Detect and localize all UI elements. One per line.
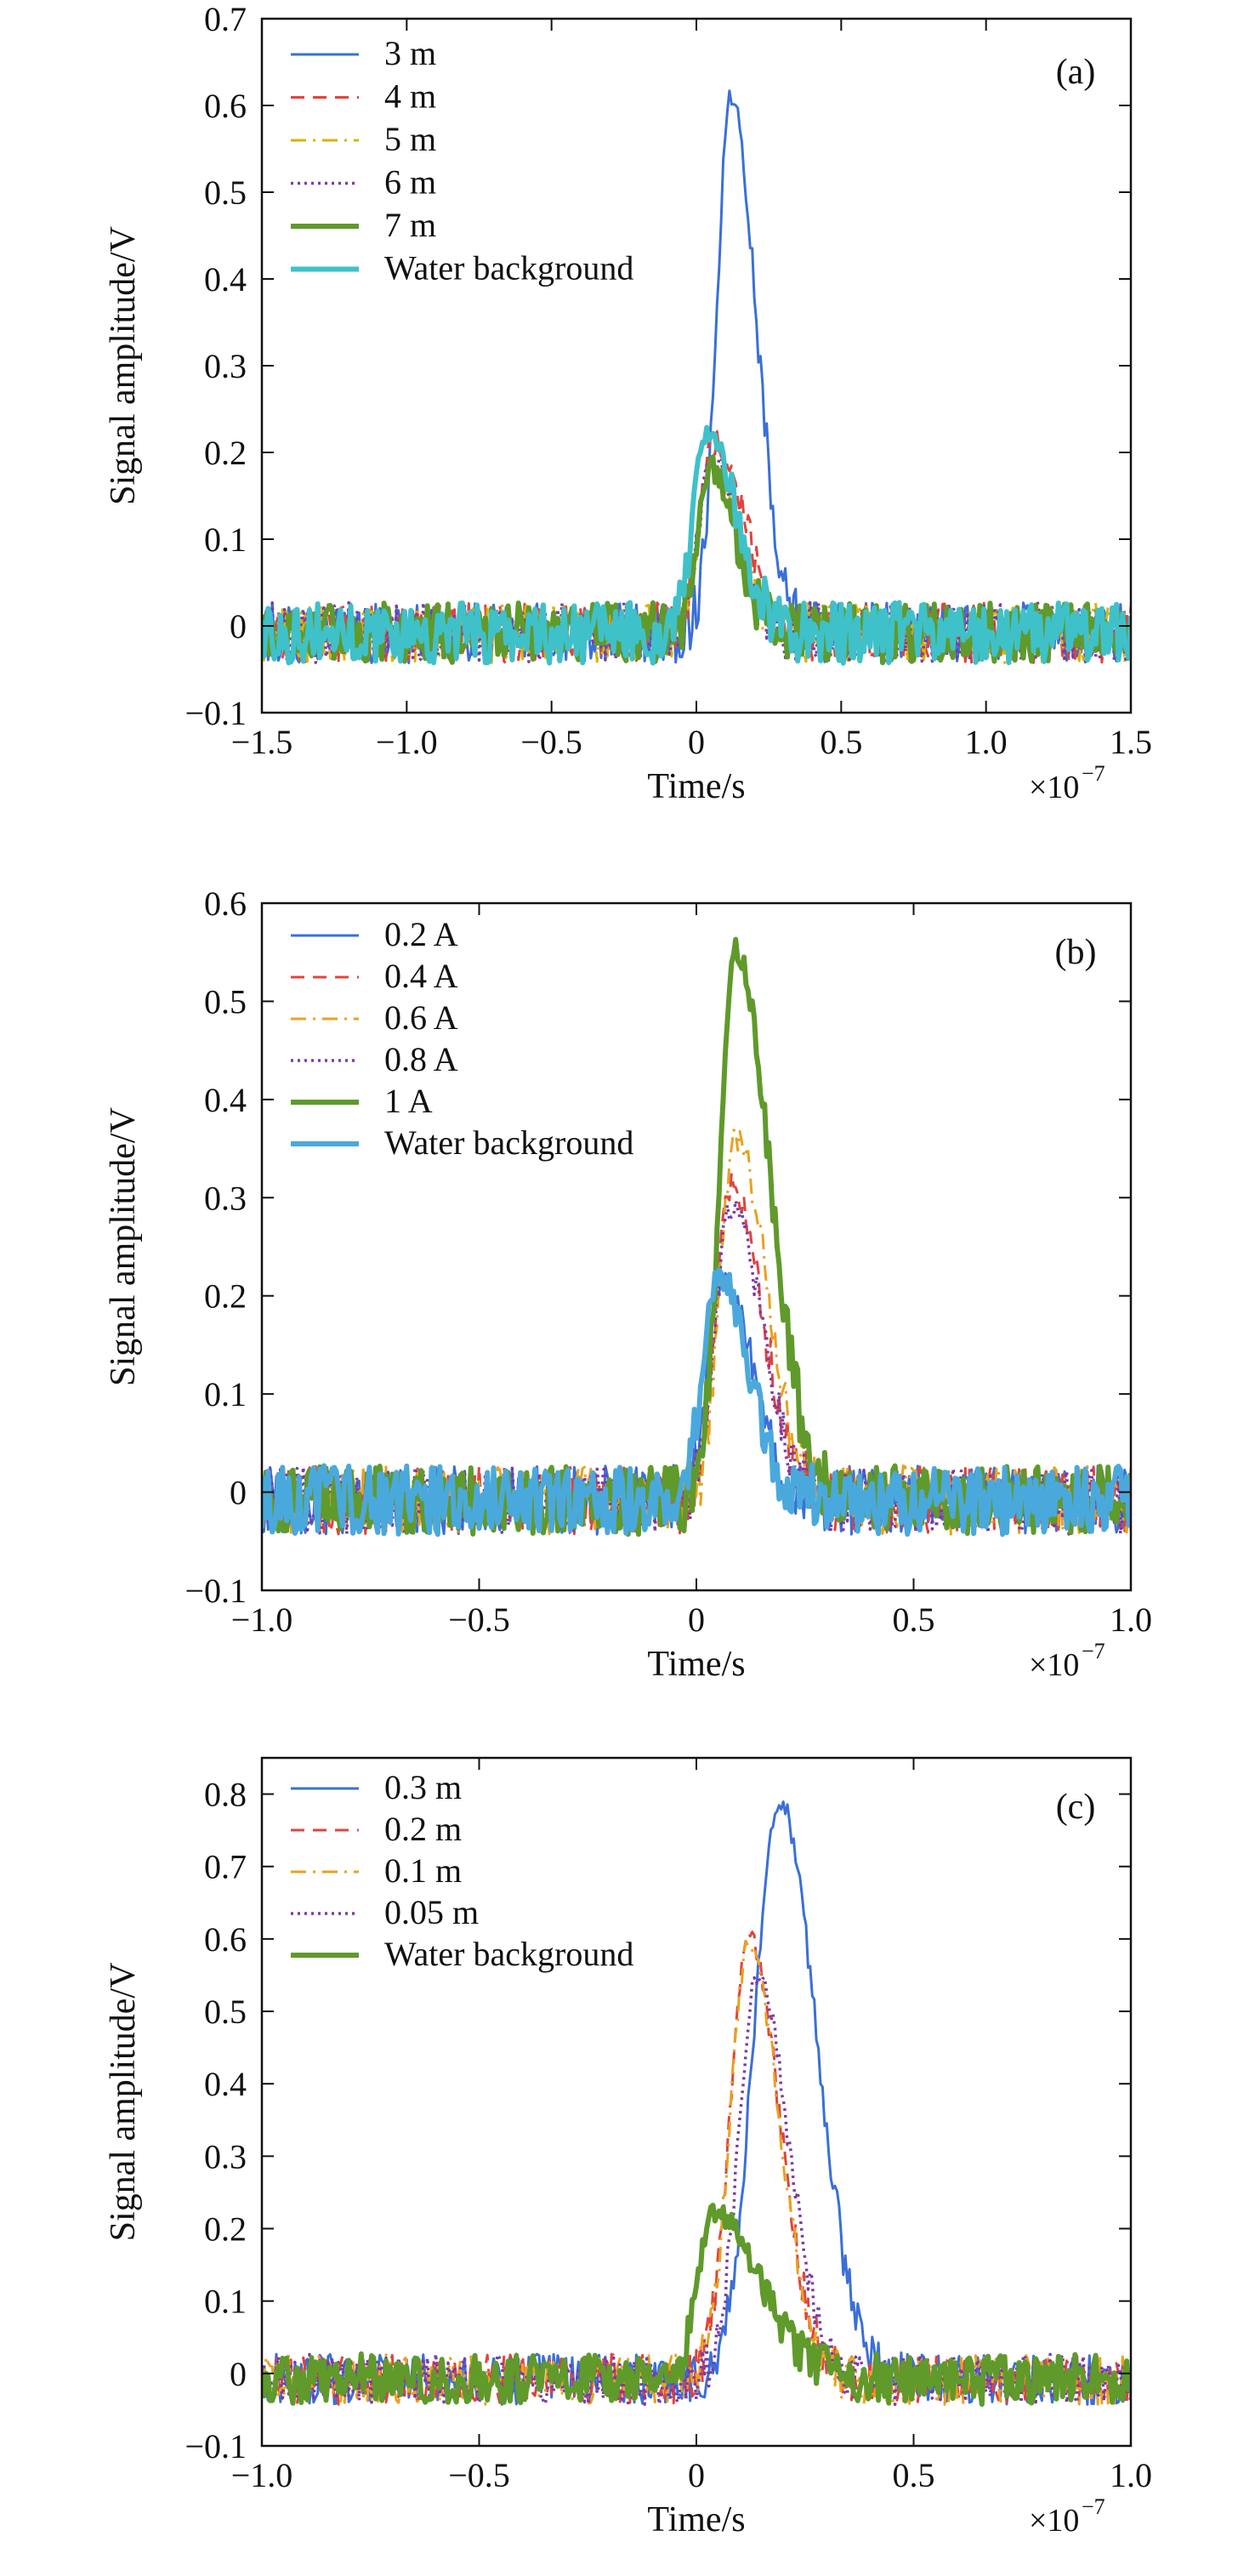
y-tick-label: 0.8 <box>204 1776 247 1814</box>
y-tick-label: 0.4 <box>204 260 247 299</box>
y-tick-label: −0.1 <box>185 1572 247 1610</box>
x-axis-multiplier: ×10 <box>1029 2503 1079 2539</box>
y-tick-label: 0.1 <box>204 520 247 559</box>
y-tick-label: 0 <box>230 1474 247 1512</box>
y-tick-label: 0.5 <box>204 1993 247 2031</box>
y-tick-label: −0.1 <box>185 694 247 732</box>
y-axis-label: Signal amplitude/V <box>104 226 143 505</box>
y-tick-label: 0.7 <box>204 0 247 38</box>
legend-label-1: 0.4 A <box>384 957 458 995</box>
legend-label-4: Water background <box>384 1935 633 1973</box>
y-tick-label: 0.4 <box>204 1081 247 1119</box>
y-tick-label: 0 <box>230 607 247 645</box>
legend-label-2: 0.1 m <box>384 1851 462 1890</box>
y-tick-label: 0.6 <box>204 87 247 125</box>
y-tick-label: −0.1 <box>185 2427 247 2465</box>
legend-label-0: 3 m <box>384 34 436 72</box>
x-tick-label: 0.5 <box>893 2456 935 2494</box>
panel-label: (c) <box>1056 1788 1096 1827</box>
x-tick-label: 1.5 <box>1110 723 1152 761</box>
y-tick-label: 0.3 <box>204 347 247 385</box>
x-axis-multiplier-exponent: −7 <box>1082 1639 1105 1663</box>
series-line-5 <box>262 424 1131 666</box>
y-tick-label: 0 <box>230 2355 247 2393</box>
x-tick-label: −0.5 <box>520 723 582 761</box>
y-tick-label: 0.2 <box>204 1277 247 1316</box>
y-axis-label: Signal amplitude/V <box>104 1963 143 2242</box>
legend-label-1: 0.2 m <box>384 1810 462 1848</box>
x-tick-label: −0.5 <box>448 1601 510 1639</box>
x-tick-label: 0.5 <box>820 723 862 761</box>
legend-label-2: 5 m <box>384 120 436 158</box>
y-tick-label: 0.2 <box>204 2210 247 2249</box>
x-axis-multiplier-exponent: −7 <box>1082 761 1105 786</box>
chart-panel-b: −1.0 −0.5 0 0.5 1.0 −0.1 0 0.1 0.2 0.3 0.4 0.5 0.6 Ti… <box>104 884 1152 1684</box>
x-tick-label: −1.0 <box>231 1601 293 1639</box>
chart-panel-a: −1.5 −1.0 −0.5 0 0.5 1.0 1.5 −0.1 0 0.1 0.2 0.3 0.4 0… <box>104 0 1152 806</box>
x-tick-label: −1.5 <box>231 723 293 761</box>
y-tick-label: 0.3 <box>204 1179 247 1217</box>
y-tick-label: 0.2 <box>204 434 247 472</box>
y-tick-label: 0.4 <box>204 2065 247 2103</box>
x-tick-label: 0 <box>688 1601 705 1639</box>
x-tick-label: 0 <box>688 723 705 761</box>
x-axis-multiplier: ×10 <box>1029 770 1079 805</box>
legend-label-5: Water background <box>384 1123 633 1162</box>
series-line-1 <box>262 1931 1131 2406</box>
legend-label-2: 0.6 A <box>384 998 458 1037</box>
legend-label-5: Water background <box>384 249 633 287</box>
plot-area <box>262 89 1131 666</box>
y-tick-label: 0.5 <box>204 173 247 212</box>
panel-label: (a) <box>1056 53 1096 92</box>
x-axis-label: Time/s <box>647 767 745 806</box>
y-tick-label: 0.6 <box>204 884 247 923</box>
x-axis-label: Time/s <box>647 1645 745 1684</box>
y-axis-label: Signal amplitude/V <box>104 1107 143 1386</box>
series-line-4 <box>262 936 1131 1537</box>
y-tick-label: 0.7 <box>204 1848 247 1886</box>
x-tick-label: −0.5 <box>448 2456 510 2494</box>
panel-label: (b) <box>1055 933 1097 972</box>
legend-label-4: 1 A <box>384 1082 433 1120</box>
x-tick-label: −1.0 <box>231 2456 293 2494</box>
legend-label-1: 4 m <box>384 77 436 116</box>
plot-area <box>262 1800 1131 2407</box>
x-tick-label: −1.0 <box>376 723 438 761</box>
y-tick-label: 0.6 <box>204 1920 247 1959</box>
legend-label-3: 0.8 A <box>384 1040 458 1078</box>
x-axis-multiplier: ×10 <box>1029 1647 1079 1683</box>
x-tick-label: 1.0 <box>1110 1601 1152 1639</box>
x-axis-multiplier-exponent: −7 <box>1082 2494 1105 2519</box>
legend-label-3: 6 m <box>384 163 436 202</box>
legend-label-0: 0.2 A <box>384 915 458 953</box>
x-tick-label: 1.0 <box>1110 2456 1152 2494</box>
series-line-0 <box>262 1800 1131 2406</box>
series-line-5 <box>262 1267 1131 1538</box>
y-tick-label: 0.3 <box>204 2137 247 2175</box>
y-tick-label: 0.1 <box>204 1375 247 1413</box>
legend-label-4: 7 m <box>384 206 436 244</box>
legend-label-3: 0.05 m <box>384 1893 479 1931</box>
chart-panel-c: −1.0 −0.5 0 0.5 1.0 −0.1 0 0.1 0.2 0.3 0.4 0.5 0.6 0.… <box>104 1756 1152 2539</box>
y-tick-label: 0.1 <box>204 2283 247 2321</box>
plot-area <box>262 936 1131 1538</box>
x-tick-label: 1.0 <box>965 723 1008 761</box>
x-tick-label: 0.5 <box>893 1601 935 1639</box>
series-line-2 <box>262 1940 1131 2406</box>
legend-label-0: 0.3 m <box>384 1768 462 1806</box>
series-line-4 <box>262 2203 1131 2407</box>
series-line-3 <box>262 1976 1131 2407</box>
y-tick-label: 0.5 <box>204 982 247 1021</box>
x-tick-label: 0 <box>688 2456 705 2494</box>
x-axis-label: Time/s <box>647 2500 745 2539</box>
